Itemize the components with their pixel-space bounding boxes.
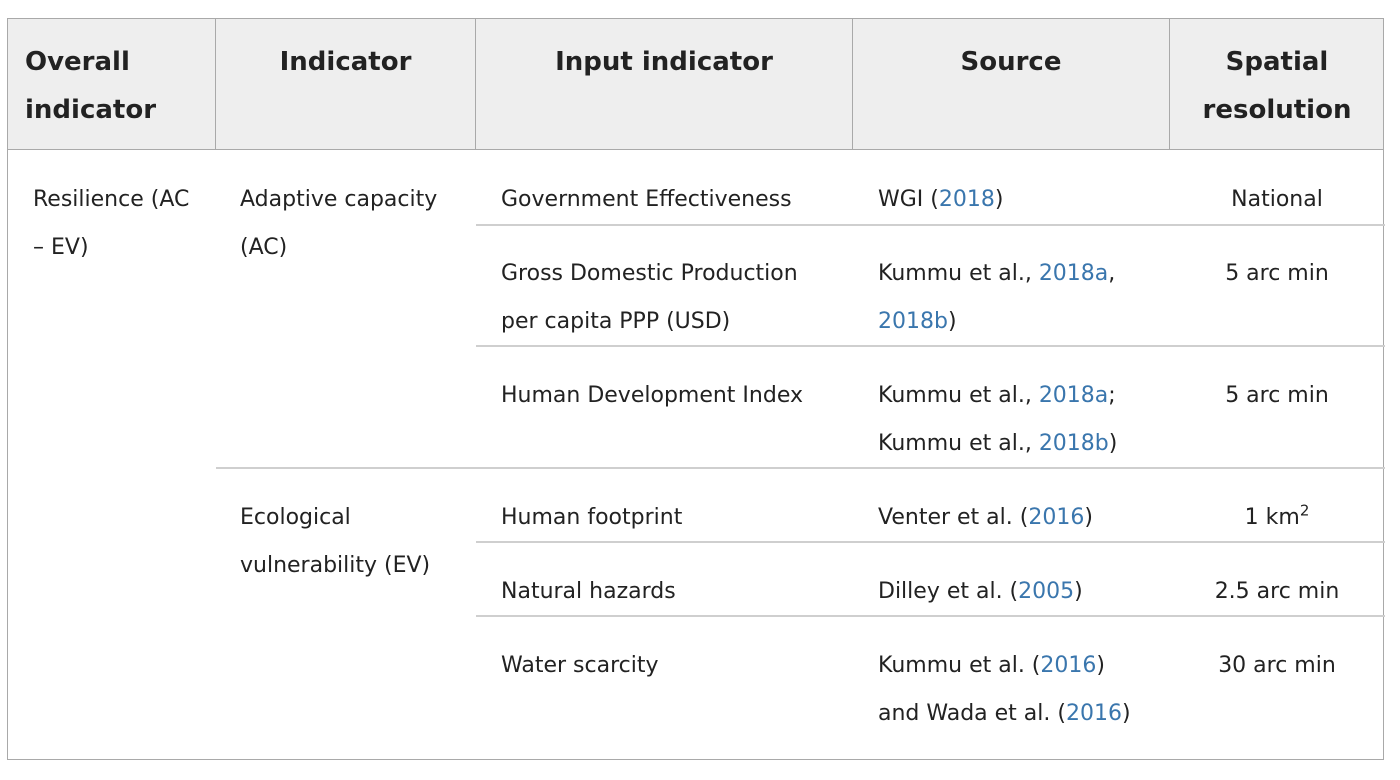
header-spatial-line1: Spatial [1225, 47, 1329, 77]
source-line: Kummu et al. (2016) [878, 642, 1168, 690]
row-divider [476, 615, 1385, 617]
indicator-table: Overall indicator Indicator Input indica… [7, 18, 1385, 760]
source-text: WGI ( [878, 187, 939, 212]
resolution-cell: 30 arc min [1218, 653, 1336, 678]
source-line: and Wada et al. (2016) [878, 690, 1168, 738]
citation-link[interactable]: 2016 [1040, 653, 1097, 678]
header-divider [215, 19, 216, 149]
source-text: ) [1084, 505, 1093, 530]
row-divider [476, 224, 1385, 226]
source-text: ; [1108, 383, 1116, 408]
source-cell: Venter et al. (2016) [878, 494, 1168, 542]
citation-link[interactable]: 2005 [1018, 579, 1075, 604]
indicator-ev-line1: Ecological [240, 505, 351, 530]
source-line: 2018b) [878, 298, 1168, 346]
source-cell: Kummu et al., 2018a; Kummu et al., 2018b… [878, 372, 1168, 468]
source-text: , [1108, 261, 1116, 286]
source-text: ) [1108, 431, 1118, 456]
overall-line2: – EV) [33, 235, 89, 260]
source-text: Kummu et al., [878, 261, 1039, 286]
source-text: Kummu et al., [878, 383, 1039, 408]
resolution-cell: 5 arc min [1225, 261, 1329, 286]
input-indicator-cell: Government Effectiveness [501, 187, 792, 212]
indicator-ecological-vulnerability: Ecological vulnerability (EV) [240, 494, 470, 590]
source-text: Venter et al. ( [878, 505, 1029, 530]
input-indicator-cell: Human Development Index [501, 383, 803, 408]
input-indicator-cell: Natural hazards [501, 579, 676, 604]
source-line: Kummu et al., 2018a; [878, 372, 1168, 420]
overall-indicator-cell: Resilience (AC – EV) [33, 176, 213, 272]
source-cell: Dilley et al. (2005) [878, 568, 1168, 616]
indicator-ac-line2: (AC) [240, 235, 288, 260]
row-divider [476, 345, 1385, 347]
source-text: Kummu et al., [878, 431, 1039, 456]
input-indicator-cell: Gross Domestic Production per capita PPP… [501, 250, 851, 346]
header-overall-line2: indicator [25, 95, 157, 125]
group-divider [216, 467, 1385, 469]
input-indicator-cell: Water scarcity [501, 653, 659, 678]
citation-link[interactable]: 2018a [1038, 383, 1109, 408]
citation-link[interactable]: 2016 [1065, 701, 1122, 726]
table-header: Overall indicator Indicator Input indica… [8, 19, 1383, 150]
input-line: per capita PPP (USD) [501, 309, 731, 334]
header-overall-indicator: Overall indicator [25, 19, 215, 149]
indicator-adaptive-capacity: Adaptive capacity (AC) [240, 176, 470, 272]
input-indicator-cell: Human footprint [501, 505, 683, 530]
citation-link[interactable]: 2018b [1038, 431, 1109, 456]
citation-link[interactable]: 2018 [938, 187, 995, 212]
source-cell: WGI (2018) [878, 176, 1168, 224]
resolution-cell: 5 arc min [1225, 383, 1329, 408]
header-indicator: Indicator [279, 47, 412, 77]
indicator-ev-line2: vulnerability (EV) [240, 553, 431, 578]
citation-link[interactable]: 2018b [878, 309, 948, 334]
header-overall-line1: Overall [25, 47, 130, 77]
header-divider [852, 19, 853, 149]
source-text: Kummu et al. ( [878, 653, 1041, 678]
resolution-value: 1 km [1244, 505, 1300, 530]
overall-line1: Resilience (AC [33, 187, 190, 212]
input-line: Gross Domestic Production [501, 261, 798, 286]
source-text: ) [1096, 653, 1105, 678]
source-line: Kummu et al., 2018a, [878, 250, 1168, 298]
source-text: ) [1121, 701, 1131, 726]
resolution-cell: National [1231, 187, 1323, 212]
resolution-superscript: 2 [1299, 501, 1310, 520]
header-spatial-line2: resolution [1202, 95, 1352, 125]
header-source: Source [960, 47, 1062, 77]
header-input-indicator: Input indicator [555, 47, 773, 77]
header-divider [1169, 19, 1170, 149]
resolution-cell: 2.5 arc min [1214, 579, 1340, 604]
header-spatial-resolution: Spatial resolution [1170, 19, 1384, 149]
source-text: ) [1074, 579, 1083, 604]
header-divider [475, 19, 476, 149]
source-text: ) [994, 187, 1004, 212]
resolution-cell: 1 km2 [1177, 494, 1377, 542]
citation-link[interactable]: 2016 [1028, 505, 1085, 530]
row-divider [476, 541, 1385, 543]
citation-link[interactable]: 2018a [1038, 261, 1109, 286]
source-cell: Kummu et al., 2018a, 2018b) [878, 250, 1168, 346]
source-text: ) [947, 309, 957, 334]
source-line: Kummu et al., 2018b) [878, 420, 1168, 468]
source-cell: Kummu et al. (2016) and Wada et al. (201… [878, 642, 1168, 738]
indicator-ac-line1: Adaptive capacity [240, 187, 438, 212]
source-text: and Wada et al. ( [878, 701, 1066, 726]
source-text: Dilley et al. ( [878, 579, 1019, 604]
